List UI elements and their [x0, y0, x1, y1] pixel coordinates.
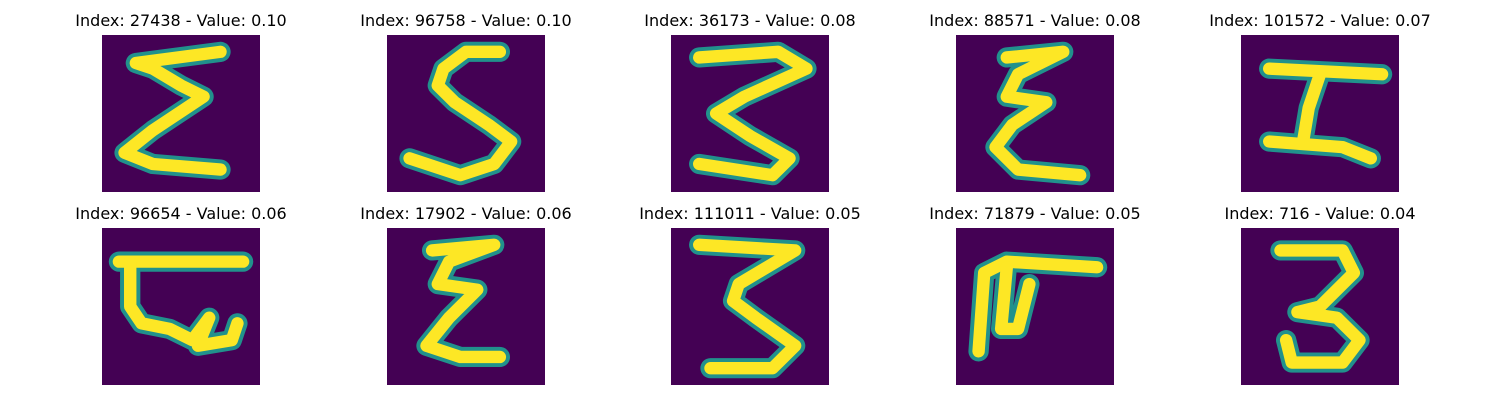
glyph-drawing	[689, 41, 817, 186]
glyph-drawing	[1270, 240, 1370, 373]
glyph-stroke	[693, 238, 802, 375]
glyph-stroke	[994, 261, 1036, 336]
panel-title: Index: 101572 - Value: 0.07	[1209, 11, 1431, 30]
panel-title: Index: 96654 - Value: 0.06	[75, 204, 287, 223]
glyph-image	[387, 35, 545, 192]
panel-title: Index: 36173 - Value: 0.08	[644, 11, 856, 30]
glyph-drawing	[985, 41, 1091, 186]
panel-title: Index: 88571 - Value: 0.08	[929, 11, 1141, 30]
glyph-image	[671, 228, 829, 385]
panel-title: Index: 17902 - Value: 0.06	[360, 204, 572, 223]
glyph-image	[671, 35, 829, 192]
panel-title: Index: 27438 - Value: 0.10	[75, 11, 287, 30]
glyph-stroke	[403, 45, 518, 182]
glyph-stroke	[1296, 68, 1327, 148]
glyph-stroke	[972, 255, 1104, 358]
glyph-drawing	[114, 41, 231, 180]
glyph-stroke	[1263, 135, 1377, 165]
glyph-image	[956, 228, 1114, 385]
glyph-drawing	[689, 234, 806, 379]
panel-title: Index: 71879 - Value: 0.05	[929, 204, 1141, 223]
glyph-drawing	[968, 251, 1108, 362]
glyph-stroke	[118, 45, 227, 176]
glyph-image	[102, 35, 260, 192]
glyph-stroke	[989, 45, 1087, 182]
glyph-drawing	[399, 41, 522, 186]
glyph-stroke	[124, 255, 244, 352]
glyph-image	[1241, 228, 1399, 385]
glyph-drawing	[1259, 58, 1393, 169]
glyph-stroke	[1274, 244, 1366, 369]
panel-title: Index: 96758 - Value: 0.10	[360, 11, 572, 30]
glyph-image	[387, 228, 545, 385]
glyph-stroke	[693, 45, 813, 182]
glyph-image	[1241, 35, 1399, 192]
panel-title: Index: 111011 - Value: 0.05	[639, 204, 861, 223]
glyph-image	[956, 35, 1114, 192]
glyph-stroke	[420, 238, 507, 364]
glyph-drawing	[416, 234, 511, 368]
glyph-stroke	[1263, 62, 1389, 81]
glyph-drawing	[108, 251, 254, 356]
panel-title: Index: 716 - Value: 0.04	[1224, 204, 1416, 223]
glyph-image	[102, 228, 260, 385]
